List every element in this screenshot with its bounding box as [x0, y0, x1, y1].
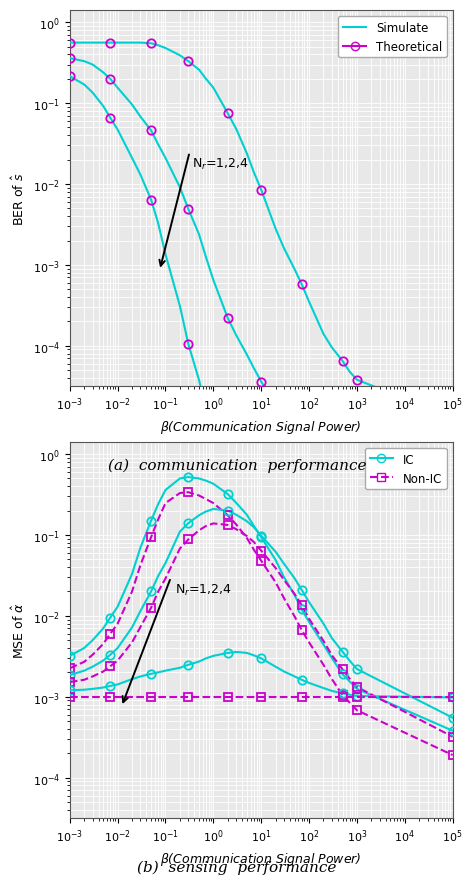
Text: N$_r$=1,2,4: N$_r$=1,2,4 [192, 157, 249, 172]
Text: (b)  sensing  performance: (b) sensing performance [137, 860, 337, 874]
X-axis label: $\beta$(Communication Signal Power): $\beta$(Communication Signal Power) [160, 850, 362, 867]
Y-axis label: MSE of $\hat{\alpha}$: MSE of $\hat{\alpha}$ [11, 602, 27, 658]
X-axis label: $\beta$(Communication Signal Power): $\beta$(Communication Signal Power) [160, 419, 362, 435]
Text: N$_r$=1,2,4: N$_r$=1,2,4 [175, 583, 232, 598]
Legend: Simulate, Theoretical: Simulate, Theoretical [338, 17, 447, 58]
Y-axis label: BER of $\hat{s}$: BER of $\hat{s}$ [11, 172, 27, 226]
Legend: IC, Non-IC: IC, Non-IC [365, 449, 447, 490]
Text: (a)  communication  performance: (a) communication performance [108, 458, 366, 472]
